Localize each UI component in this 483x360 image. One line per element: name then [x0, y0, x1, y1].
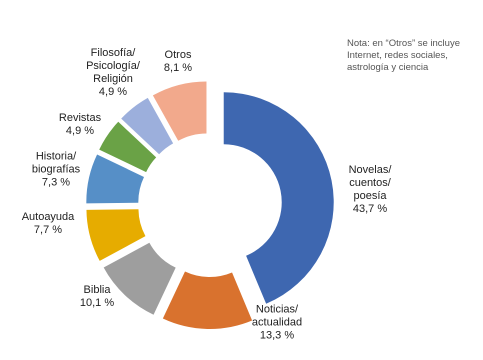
segment-label: Revistas 4,9 % [48, 112, 112, 138]
category-label: Biblia [83, 284, 111, 296]
value-label: 10,1 % [79, 297, 115, 309]
value-label: 8,1 % [163, 62, 193, 74]
segment-label: Otros 8,1 % [146, 49, 210, 75]
value-label: 43,7 % [352, 203, 388, 215]
category-label: Novelas/ cuentos/ poesía [348, 164, 392, 202]
donut-segment [162, 271, 253, 329]
category-label: Filosofía/ Psicología/ Religión [86, 47, 140, 85]
segment-label: Filosofía/ Psicología/ Religión 4,9 % [82, 47, 144, 99]
category-label: Autoayuda [21, 211, 75, 223]
value-label: 7,3 % [41, 176, 71, 189]
category-label: Otros [164, 49, 192, 61]
value-label: 13,3 % [259, 329, 295, 342]
segment-label: Noticias/ actualidad 13,3 % [245, 304, 309, 343]
donut-segment [99, 121, 157, 173]
segment-label: Historia/ biografías 7,3 % [24, 151, 88, 190]
value-label: 4,9 % [65, 125, 95, 137]
segment-label: Novelas/ cuentos/ poesía 43,7 % [340, 164, 400, 216]
value-label: 4,9 % [98, 86, 128, 98]
category-label: Revistas [58, 112, 102, 124]
category-label: Historia/ biografías [31, 150, 81, 176]
segment-label: Biblia 10,1 % [65, 284, 129, 310]
note: Nota: en “Otros” se incluye Internet, re… [347, 38, 460, 73]
donut-segment [86, 209, 146, 261]
value-label: 7,7 % [33, 224, 63, 236]
segment-label: Autoayuda 7,7 % [16, 211, 80, 237]
donut-segment [103, 242, 176, 315]
donut-segment [152, 81, 207, 141]
donut-segment [223, 92, 334, 304]
donut-segment [86, 154, 145, 204]
donut-segment [121, 97, 174, 155]
category-label: Noticias/ actualidad [251, 303, 303, 329]
